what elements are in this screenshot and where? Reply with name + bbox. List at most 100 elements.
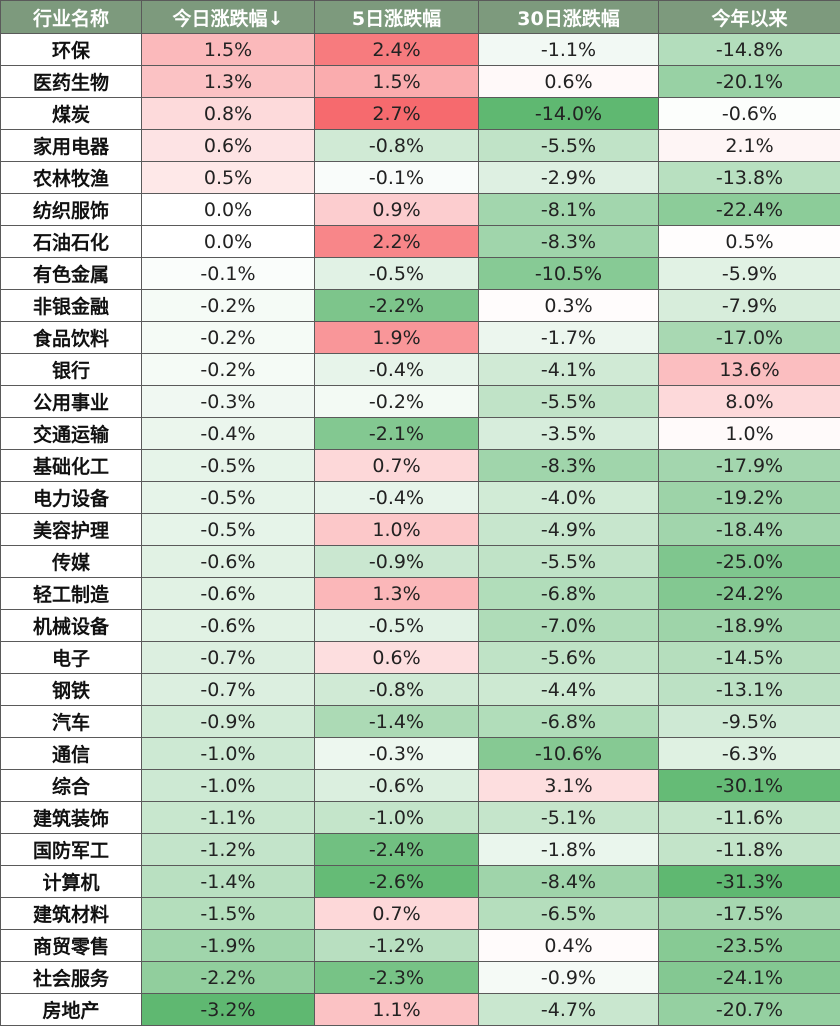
industry-name-cell: 家用电器 xyxy=(1,130,142,162)
5day-change-cell: -2.4% xyxy=(315,834,479,866)
today-change-cell: -2.2% xyxy=(142,962,315,994)
today-change-cell: -1.9% xyxy=(142,930,315,962)
ytd-change-cell: -14.8% xyxy=(659,34,840,66)
today-change-cell: -0.5% xyxy=(142,514,315,546)
industry-name-cell: 汽车 xyxy=(1,706,142,738)
5day-change-cell: 1.3% xyxy=(315,578,479,610)
today-change-cell: -1.2% xyxy=(142,834,315,866)
table-row: 机械设备-0.6%-0.5%-7.0%-18.9% xyxy=(1,610,840,642)
industry-name-cell: 食品饮料 xyxy=(1,322,142,354)
header-30day-change[interactable]: 30日涨跌幅 xyxy=(479,1,659,34)
today-change-cell: 1.3% xyxy=(142,66,315,98)
5day-change-cell: -0.5% xyxy=(315,258,479,290)
30day-change-cell: -10.6% xyxy=(479,738,659,770)
ytd-change-cell: -19.2% xyxy=(659,482,840,514)
industry-name-cell: 综合 xyxy=(1,770,142,802)
industry-name-cell: 煤炭 xyxy=(1,98,142,130)
industry-name-cell: 银行 xyxy=(1,354,142,386)
ytd-change-cell: -31.3% xyxy=(659,866,840,898)
30day-change-cell: -8.1% xyxy=(479,194,659,226)
header-today-change[interactable]: 今日涨跌幅↓ xyxy=(142,1,315,34)
today-change-cell: -0.1% xyxy=(142,258,315,290)
today-change-cell: -1.0% xyxy=(142,738,315,770)
5day-change-cell: -0.8% xyxy=(315,130,479,162)
ytd-change-cell: -18.4% xyxy=(659,514,840,546)
today-change-cell: 0.0% xyxy=(142,226,315,258)
industry-name-cell: 石油石化 xyxy=(1,226,142,258)
table-row: 食品饮料-0.2%1.9%-1.7%-17.0% xyxy=(1,322,840,354)
industry-name-cell: 商贸零售 xyxy=(1,930,142,962)
industry-name-cell: 轻工制造 xyxy=(1,578,142,610)
table-row: 汽车-0.9%-1.4%-6.8%-9.5% xyxy=(1,706,840,738)
ytd-change-cell: -11.8% xyxy=(659,834,840,866)
industry-name-cell: 计算机 xyxy=(1,866,142,898)
industry-name-cell: 有色金属 xyxy=(1,258,142,290)
industry-name-cell: 非银金融 xyxy=(1,290,142,322)
30day-change-cell: -1.8% xyxy=(479,834,659,866)
today-change-cell: -0.2% xyxy=(142,322,315,354)
ytd-change-cell: 0.5% xyxy=(659,226,840,258)
table-row: 商贸零售-1.9%-1.2%0.4%-23.5% xyxy=(1,930,840,962)
table-row: 银行-0.2%-0.4%-4.1%13.6% xyxy=(1,354,840,386)
industry-name-cell: 纺织服饰 xyxy=(1,194,142,226)
5day-change-cell: 1.5% xyxy=(315,66,479,98)
industry-name-cell: 电力设备 xyxy=(1,482,142,514)
header-ytd-change[interactable]: 今年以来 xyxy=(659,1,840,34)
30day-change-cell: -7.0% xyxy=(479,610,659,642)
header-row: 行业名称 今日涨跌幅↓ 5日涨跌幅 30日涨跌幅 今年以来 xyxy=(1,1,840,34)
table-row: 房地产-3.2%1.1%-4.7%-20.7% xyxy=(1,994,840,1026)
5day-change-cell: 0.9% xyxy=(315,194,479,226)
ytd-change-cell: -6.3% xyxy=(659,738,840,770)
today-change-cell: -0.9% xyxy=(142,706,315,738)
ytd-change-cell: -13.8% xyxy=(659,162,840,194)
30day-change-cell: 3.1% xyxy=(479,770,659,802)
30day-change-cell: 0.6% xyxy=(479,66,659,98)
ytd-change-cell: 8.0% xyxy=(659,386,840,418)
ytd-change-cell: -11.6% xyxy=(659,802,840,834)
table-row: 钢铁-0.7%-0.8%-4.4%-13.1% xyxy=(1,674,840,706)
industry-name-cell: 建筑材料 xyxy=(1,898,142,930)
today-change-cell: -0.6% xyxy=(142,546,315,578)
30day-change-cell: -1.7% xyxy=(479,322,659,354)
ytd-change-cell: -30.1% xyxy=(659,770,840,802)
industry-name-cell: 美容护理 xyxy=(1,514,142,546)
ytd-change-cell: -9.5% xyxy=(659,706,840,738)
today-change-cell: -3.2% xyxy=(142,994,315,1026)
5day-change-cell: -2.1% xyxy=(315,418,479,450)
table-row: 公用事业-0.3%-0.2%-5.5%8.0% xyxy=(1,386,840,418)
table-row: 综合-1.0%-0.6%3.1%-30.1% xyxy=(1,770,840,802)
ytd-change-cell: -22.4% xyxy=(659,194,840,226)
today-change-cell: 0.6% xyxy=(142,130,315,162)
header-5day-change[interactable]: 5日涨跌幅 xyxy=(315,1,479,34)
5day-change-cell: -0.8% xyxy=(315,674,479,706)
5day-change-cell: -2.2% xyxy=(315,290,479,322)
header-industry-name[interactable]: 行业名称 xyxy=(1,1,142,34)
today-change-cell: -0.6% xyxy=(142,578,315,610)
ytd-change-cell: 13.6% xyxy=(659,354,840,386)
table-row: 非银金融-0.2%-2.2%0.3%-7.9% xyxy=(1,290,840,322)
30day-change-cell: -14.0% xyxy=(479,98,659,130)
today-change-cell: -0.5% xyxy=(142,450,315,482)
30day-change-cell: -4.7% xyxy=(479,994,659,1026)
ytd-change-cell: -17.9% xyxy=(659,450,840,482)
table-row: 电子-0.7%0.6%-5.6%-14.5% xyxy=(1,642,840,674)
30day-change-cell: 0.4% xyxy=(479,930,659,962)
today-change-cell: -0.5% xyxy=(142,482,315,514)
industry-name-cell: 钢铁 xyxy=(1,674,142,706)
30day-change-cell: -5.1% xyxy=(479,802,659,834)
ytd-change-cell: -20.7% xyxy=(659,994,840,1026)
30day-change-cell: -8.3% xyxy=(479,450,659,482)
table-row: 交通运输-0.4%-2.1%-3.5%1.0% xyxy=(1,418,840,450)
today-change-cell: -1.4% xyxy=(142,866,315,898)
today-change-cell: -0.6% xyxy=(142,610,315,642)
today-change-cell: -0.7% xyxy=(142,674,315,706)
30day-change-cell: -5.5% xyxy=(479,386,659,418)
30day-change-cell: -4.1% xyxy=(479,354,659,386)
today-change-cell: -1.1% xyxy=(142,802,315,834)
ytd-change-cell: 2.1% xyxy=(659,130,840,162)
5day-change-cell: 2.4% xyxy=(315,34,479,66)
